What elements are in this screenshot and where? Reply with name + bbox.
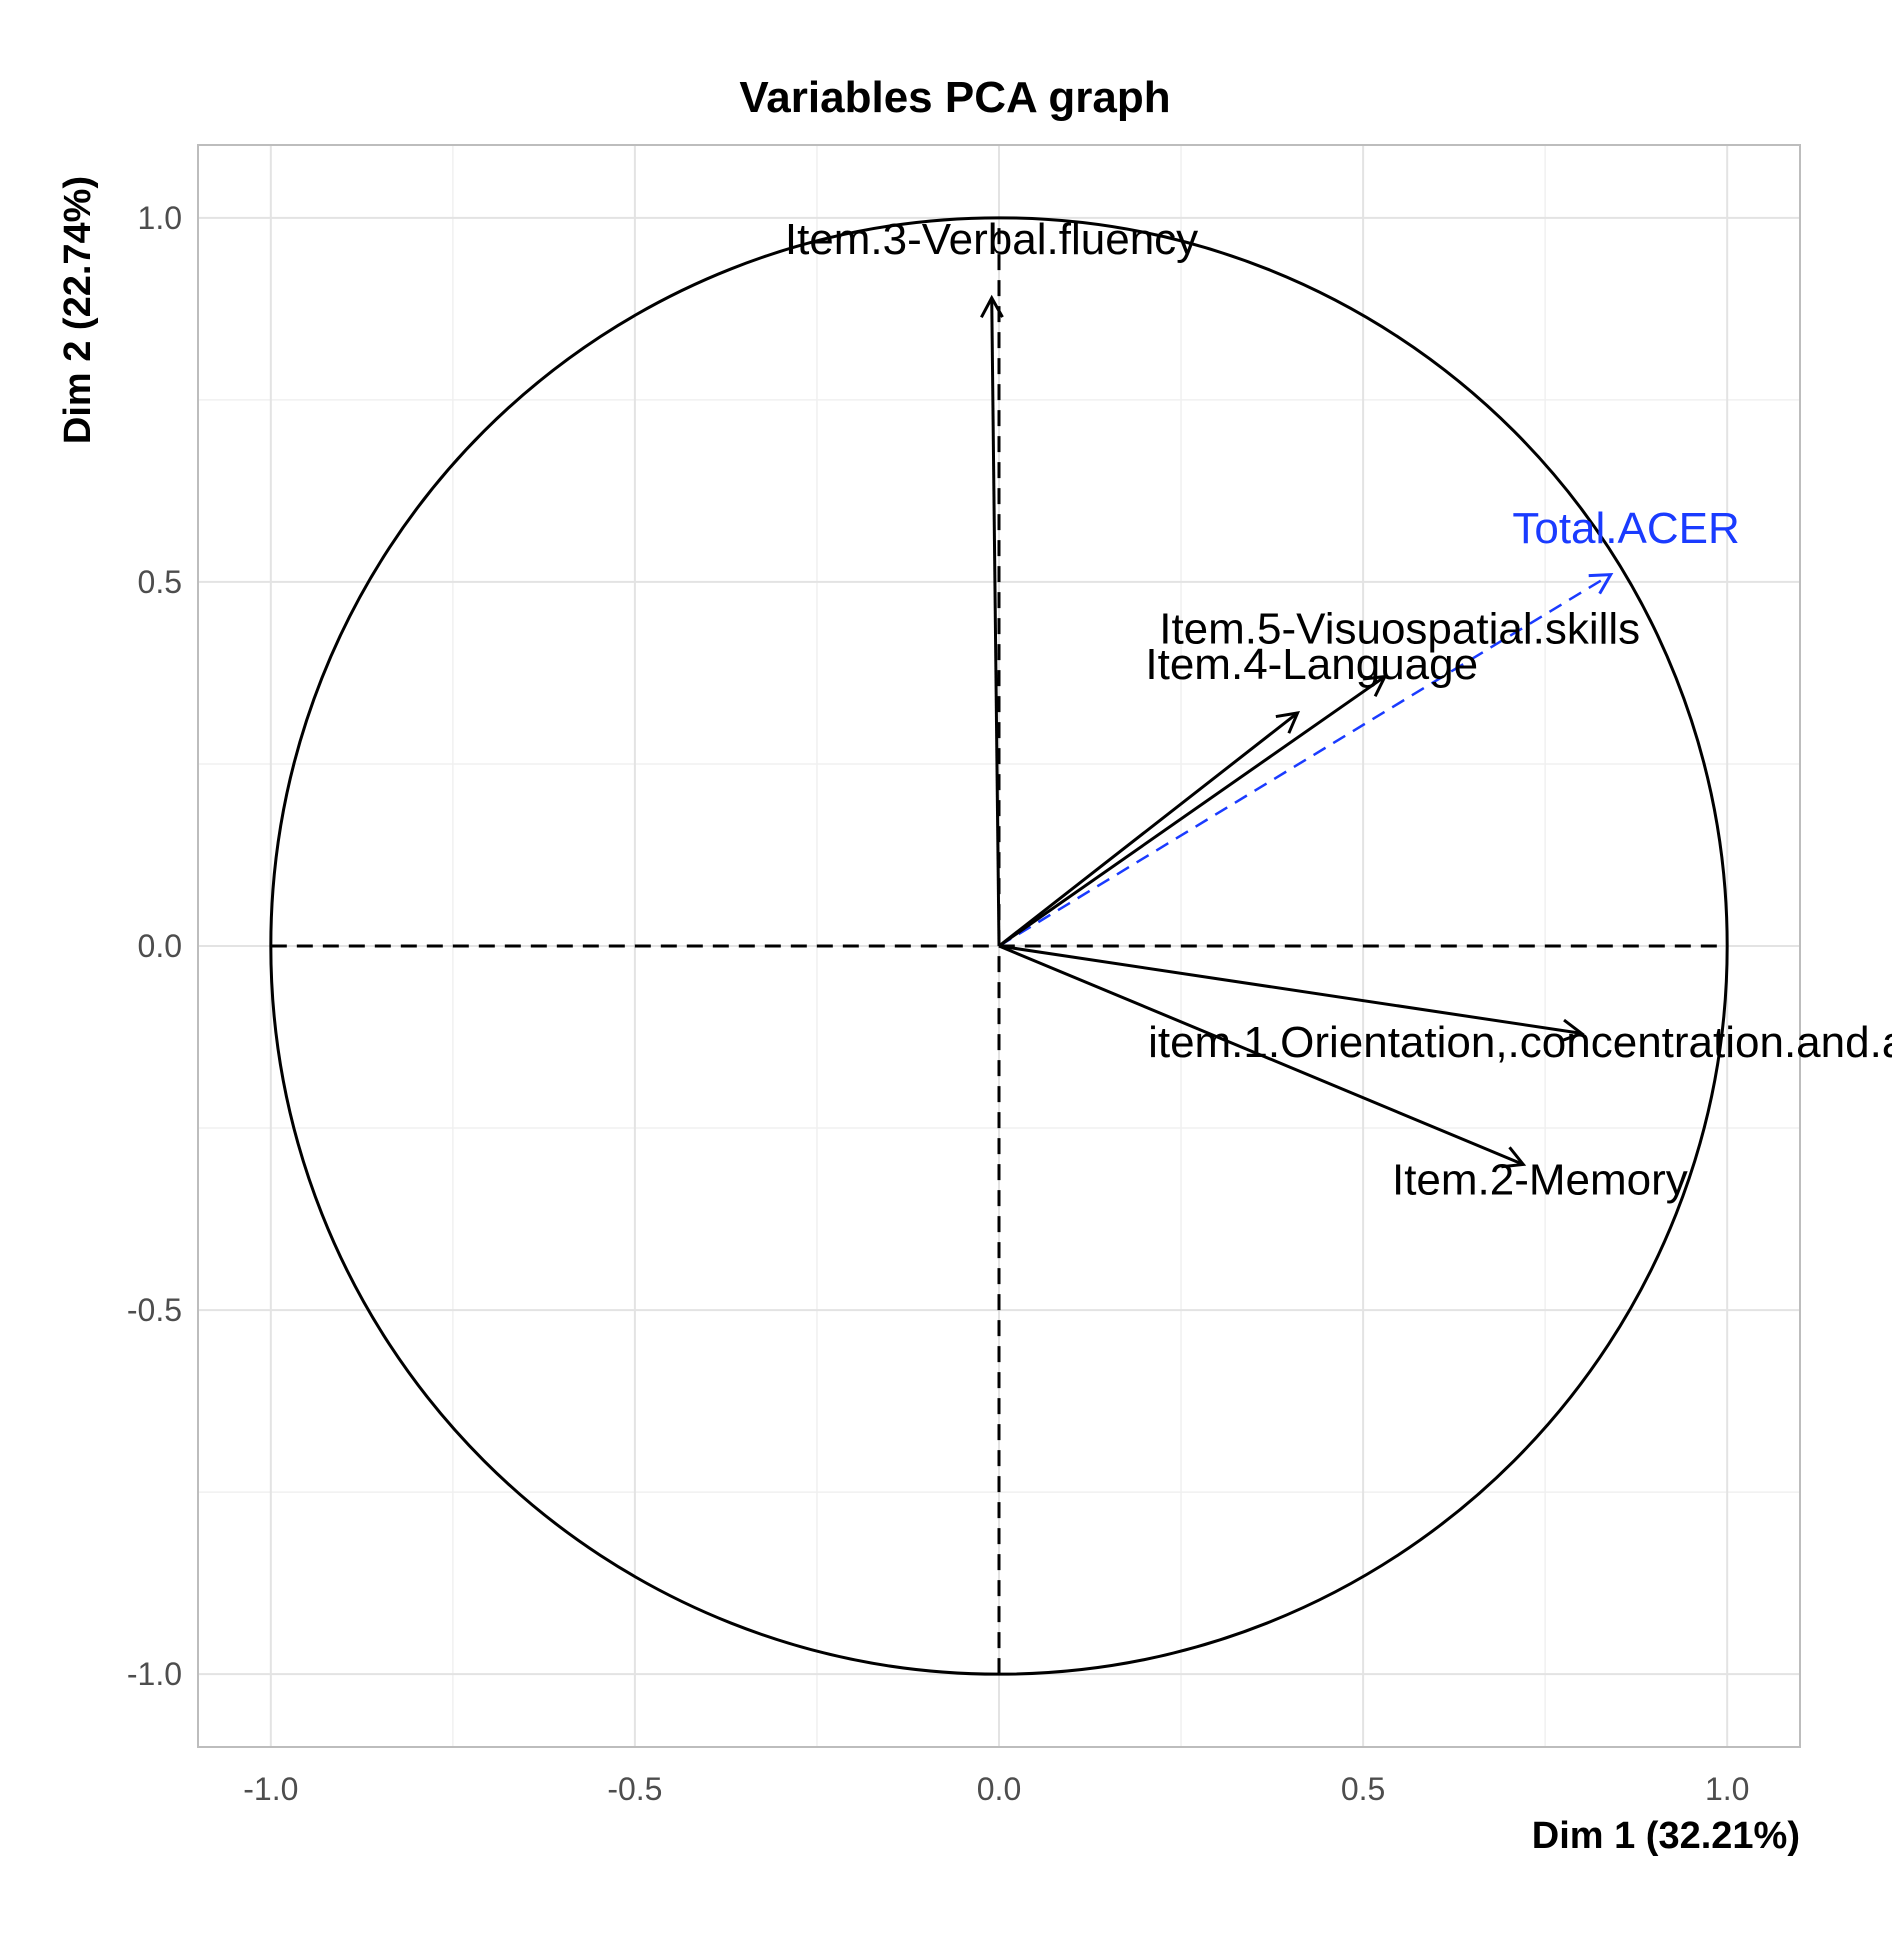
label-item-1-orientation-concentration-and-attention: item.1.Orientation,.concentration.and.at…	[1148, 1018, 1892, 1067]
arrowhead-item-5-visuospatial-skills	[1362, 674, 1388, 697]
arrowhead-item-4-language	[1275, 711, 1301, 734]
x-tick-label: -0.5	[607, 1771, 662, 1807]
label-item-2-memory: Item.2-Memory	[1392, 1155, 1688, 1204]
unit-circle-layer	[269, 216, 1729, 1676]
y-tick-label: 1.0	[138, 200, 182, 236]
chart-title: Variables PCA graph	[739, 73, 1170, 122]
arrow-item-3-verbal-fluency	[990, 297, 1001, 947]
y-tick-label: 0.0	[138, 928, 182, 964]
tick-labels: -1.0 -0.5 0.0 0.5 1.0 -1.0 -0.5 0.0 0.5 1.0	[127, 200, 1750, 1807]
arrow-item-4-language	[998, 711, 1299, 948]
y-tick-label: -1.0	[127, 1656, 182, 1692]
y-tick-label: 0.5	[138, 564, 182, 600]
x-tick-label: 0.0	[977, 1771, 1021, 1807]
variable-labels: Item.3-Verbal.fluency Total.ACER Item.5-Vi…	[785, 215, 1892, 1205]
x-axis-title: Dim 1 (32.21%)	[1532, 1815, 1800, 1857]
arrowhead-total-acer	[1588, 573, 1614, 595]
arrowhead-item-2-memory	[1501, 1146, 1527, 1169]
arrow-item-2-memory	[998, 944, 1524, 1166]
x-tick-label: 0.5	[1341, 1771, 1385, 1807]
plot-panel-border	[197, 144, 1801, 1748]
label-item-5-visuospatial-skills: Item.5-Visuospatial.skills	[1159, 605, 1640, 654]
arrow-item-5-visuospatial-skills	[998, 675, 1386, 948]
arrow-item-1-orientation-concentration-and-attention	[998, 944, 1582, 1035]
y-tick-label: -0.5	[127, 1292, 182, 1328]
y-axis-title: Dim 2 (22.74%)	[57, 176, 99, 444]
label-item-3-verbal-fluency: Item.3-Verbal.fluency	[785, 215, 1198, 264]
x-tick-label: -1.0	[243, 1771, 298, 1807]
arrow-total-acer	[998, 573, 1612, 948]
label-total-acer: Total.ACER	[1512, 504, 1739, 553]
unit-circle	[269, 216, 1729, 1676]
arrowhead-item-1-orientation-concentration-and-attention	[1560, 1018, 1585, 1043]
x-tick-label: 1.0	[1705, 1771, 1749, 1807]
variable-arrows	[980, 294, 1614, 1169]
label-item-4-language: Item.4-Language	[1145, 640, 1478, 689]
arrowhead-item-3-verbal-fluency	[980, 294, 1004, 319]
